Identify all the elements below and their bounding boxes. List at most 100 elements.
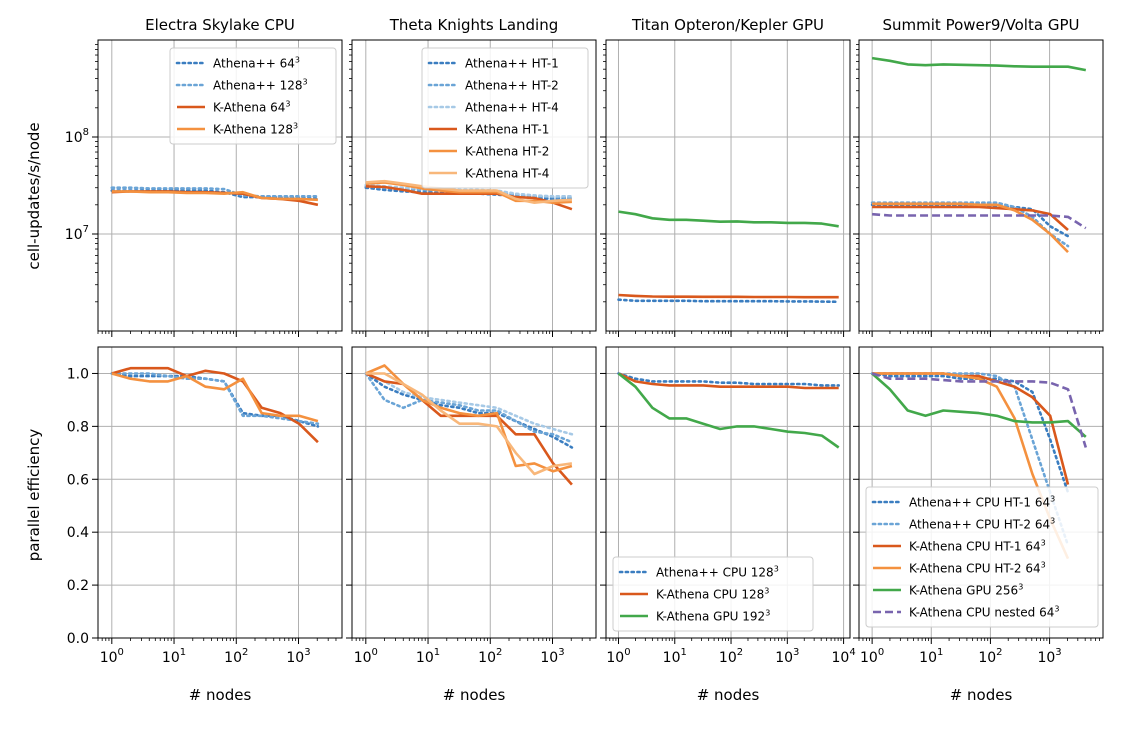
- x-axis-label: # nodes: [189, 686, 252, 704]
- legend-label-k-athena-cpu-ht-1-64: K-Athena CPU HT-1 643: [909, 539, 1046, 554]
- y-tick-label: 1.0: [67, 366, 89, 382]
- legend-label-k-athena-cpu-ht-2-64: K-Athena CPU HT-2 643: [909, 561, 1046, 576]
- legend: Athena++ CPU HT-1 643 Athena++ CPU HT-2 6…: [865, 486, 1099, 628]
- axes-frame: [858, 39, 1104, 332]
- x-tick-label: 103: [775, 647, 799, 666]
- y-axis-label-bottom: parallel efficiency: [25, 429, 43, 562]
- series-line-k-athena-cpu-ht-2-64: [872, 202, 1069, 254]
- x-tick-label: 103: [1037, 647, 1061, 666]
- series-line-k-athena-gpu-256: [871, 372, 1087, 438]
- series-line-k-athena-cpu-ht-1-64: [872, 372, 1070, 485]
- series-line-k-athena-ht-4: [365, 372, 573, 476]
- legend-box: [612, 556, 814, 632]
- legend-label-k-athena-cpu-128: K-Athena CPU 1283: [656, 587, 769, 602]
- series-line-k-athena-cpu-128: [617, 372, 839, 390]
- series-line-k-athena-cpu-ht-2-64: [872, 372, 1070, 560]
- y-tick-label: 0.2: [67, 578, 89, 594]
- panel-electra-skylake-cpu-efficiency: 0.0 0.2 0.4 0.6 0.8 1.0 100 101 102 103 # nodes: [67, 346, 343, 704]
- legend-label-k-athena-ht-2: K-Athena HT-2: [465, 145, 549, 159]
- series-line-k-athena-gpu-192: [618, 210, 839, 228]
- series-line-k-athena-128: [111, 372, 319, 423]
- legend-box: [169, 47, 337, 145]
- legend-box: [865, 486, 1099, 628]
- series-line-k-athena-cpu-nested-64: [871, 372, 1088, 448]
- legend-label-k-athena-cpu-nested-64: K-Athena CPU nested 643: [909, 605, 1059, 620]
- legend-label-athena-64: Athena++ 643: [213, 56, 300, 71]
- series-line-athena-128: [110, 372, 320, 425]
- x-tick-label: 103: [540, 647, 564, 666]
- panel-theta-knights-landing-efficiency: 100 101 102 103 # nodes: [346, 346, 597, 704]
- series-line-k-athena-ht-1: [365, 372, 573, 486]
- axes-frame: [97, 346, 343, 639]
- panel-titan-opteron-kepler-gpu-efficiency: 100 101 102 103 104 # nodes Athena++ CPU 1283 K…: [600, 346, 856, 704]
- series-line-k-athena-ht-1: [365, 185, 573, 211]
- panel-summit-power9-volta-gpu-efficiency: 100 101 102 103 # nodes Athena++ CPU HT-1 643…: [853, 346, 1104, 704]
- panel-title: Theta Knights Landing: [389, 16, 559, 34]
- x-tick-label: 100: [100, 647, 124, 666]
- series-line-athena-cpu-ht-1-64: [870, 372, 1070, 494]
- axes-frame: [351, 39, 597, 332]
- legend-label-athena-cpu-128: Athena++ CPU 1283: [656, 565, 779, 580]
- axes-frame: [97, 39, 343, 332]
- x-tick-label: 104: [831, 647, 855, 666]
- legend-label-k-athena-64: K-Athena 643: [213, 100, 291, 115]
- y-tick-label: 108: [65, 127, 89, 146]
- x-tick-label: 100: [606, 647, 630, 666]
- legend-label-k-athena-128: K-Athena 1283: [213, 122, 298, 137]
- y-tick-label: 0.6: [67, 472, 89, 488]
- legend-label-athena-cpu-ht-2-64: Athena++ CPU HT-2 643: [909, 517, 1055, 532]
- x-tick-label: 101: [416, 647, 440, 666]
- x-tick-label: 101: [663, 647, 687, 666]
- series-line-athena-cpu-ht-1-64: [870, 203, 1070, 238]
- series-line-athena-ht-2: [364, 372, 574, 444]
- legend-label-athena-128: Athena++ 1283: [213, 78, 308, 93]
- x-tick-label: 102: [478, 647, 502, 666]
- series-line-k-athena-cpu-nested-64: [872, 212, 1087, 230]
- series-line-athena-cpu-128: [617, 372, 840, 387]
- legend-label-athena-cpu-ht-1-64: Athena++ CPU HT-1 643: [909, 495, 1055, 510]
- x-axis-label: # nodes: [697, 686, 760, 704]
- legend-label-athena-ht-2: Athena++ HT-2: [465, 79, 559, 93]
- y-tick-label: 0.8: [67, 419, 89, 435]
- legend-label-athena-ht-4: Athena++ HT-4: [465, 101, 559, 115]
- x-tick-label: 101: [919, 647, 943, 666]
- series-line-athena-cpu-128: [617, 298, 840, 304]
- axes-frame: [605, 346, 851, 639]
- axes-frame: [351, 346, 597, 639]
- x-tick-label: 103: [286, 647, 310, 666]
- y-tick-label: 0.0: [67, 631, 89, 647]
- panel-electra-skylake-cpu-throughput: 107 108 Electra Skylake CPU Athena++ 643 Ath…: [65, 16, 343, 337]
- panel-title: Titan Opteron/Kepler GPU: [631, 16, 824, 34]
- series-line-athena-ht-4: [364, 372, 574, 436]
- series-line-athena-ht-1: [364, 372, 574, 449]
- x-axis-label: # nodes: [950, 686, 1013, 704]
- axes-frame: [858, 346, 1104, 639]
- x-tick-label: 102: [978, 647, 1002, 666]
- panel-summit-power9-volta-gpu-throughput: Summit Power9/Volta GPU: [853, 16, 1104, 337]
- series-line-k-athena-gpu-256: [871, 56, 1087, 72]
- panel-title: Summit Power9/Volta GPU: [883, 16, 1080, 34]
- legend-label-k-athena-gpu-192: K-Athena GPU 1923: [656, 609, 770, 624]
- series-line-k-athena-cpu-ht-1-64: [872, 205, 1069, 231]
- legend-label-k-athena-ht-1: K-Athena HT-1: [465, 123, 549, 137]
- legend-label-athena-ht-1: Athena++ HT-1: [465, 57, 559, 71]
- axes-frame: [605, 39, 851, 332]
- x-tick-label: 100: [354, 647, 378, 666]
- legend: Athena++ CPU 1283 K-Athena CPU 1283 K-Athe…: [612, 556, 814, 632]
- x-axis-label: # nodes: [443, 686, 506, 704]
- x-tick-label: 101: [162, 647, 186, 666]
- series-line-k-athena-cpu-128: [618, 293, 839, 299]
- x-tick-label: 100: [860, 647, 884, 666]
- y-tick-label: 0.4: [67, 525, 89, 541]
- x-tick-label: 102: [719, 647, 743, 666]
- panel-title: Electra Skylake CPU: [145, 16, 295, 34]
- legend-box: [421, 47, 589, 189]
- series-line-athena-cpu-ht-2-64: [870, 201, 1070, 248]
- legend: Athena++ HT-1 Athena++ HT-2 Athena++ HT-4 K…: [421, 47, 589, 189]
- y-axis-label-top: cell-updates/s/node: [25, 122, 43, 269]
- panel-titan-opteron-kepler-gpu-throughput: Titan Opteron/Kepler GPU: [600, 16, 851, 337]
- y-tick-label: 107: [65, 224, 89, 243]
- series-line-k-athena-gpu-192: [617, 372, 840, 449]
